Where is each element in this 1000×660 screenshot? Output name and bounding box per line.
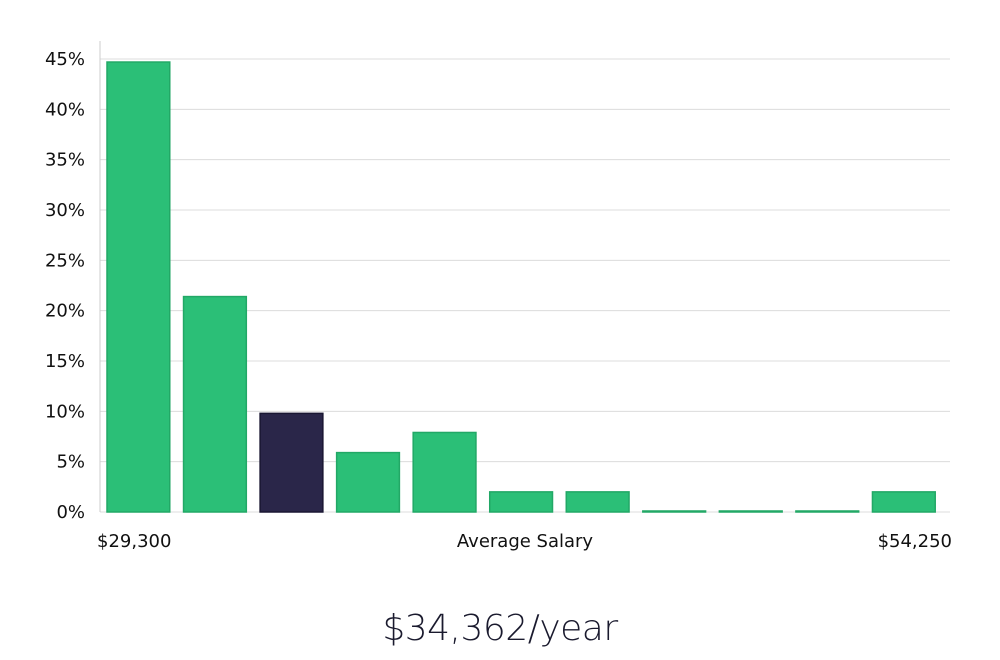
bar [718, 510, 783, 513]
bar-highlighted [259, 412, 324, 513]
x-axis-title: Average Salary [457, 531, 594, 552]
bars [106, 61, 936, 513]
x-axis-min-label: $29,300 [97, 531, 171, 552]
y-tick-label: 5% [56, 452, 85, 473]
y-tick-label: 45% [45, 49, 85, 70]
bar [795, 510, 860, 513]
bar [871, 491, 936, 513]
bar [642, 510, 707, 513]
bar [182, 295, 248, 513]
x-axis-max-label: $54,250 [878, 531, 952, 552]
y-tick-label: 10% [45, 401, 85, 422]
bar [488, 491, 554, 513]
average-salary-value: $34,362/year [382, 608, 618, 649]
y-tick-label: 35% [45, 150, 85, 171]
y-tick-label: 15% [45, 351, 85, 372]
y-axis-ticks: 0% 5% 10% 15% 20% 25% 30% 35% 40% 45% [45, 49, 85, 523]
y-tick-label: 0% [56, 502, 85, 523]
y-tick-label: 30% [45, 200, 85, 221]
salary-histogram: 0% 5% 10% 15% 20% 25% 30% 35% 40% 45% $29,300 Ave… [45, 41, 952, 552]
y-tick-label: 25% [45, 250, 85, 271]
y-tick-label: 20% [45, 301, 85, 322]
bar [565, 491, 630, 513]
y-tick-label: 40% [45, 99, 85, 120]
bar [335, 451, 401, 513]
bar [412, 431, 477, 513]
bar [106, 61, 171, 513]
